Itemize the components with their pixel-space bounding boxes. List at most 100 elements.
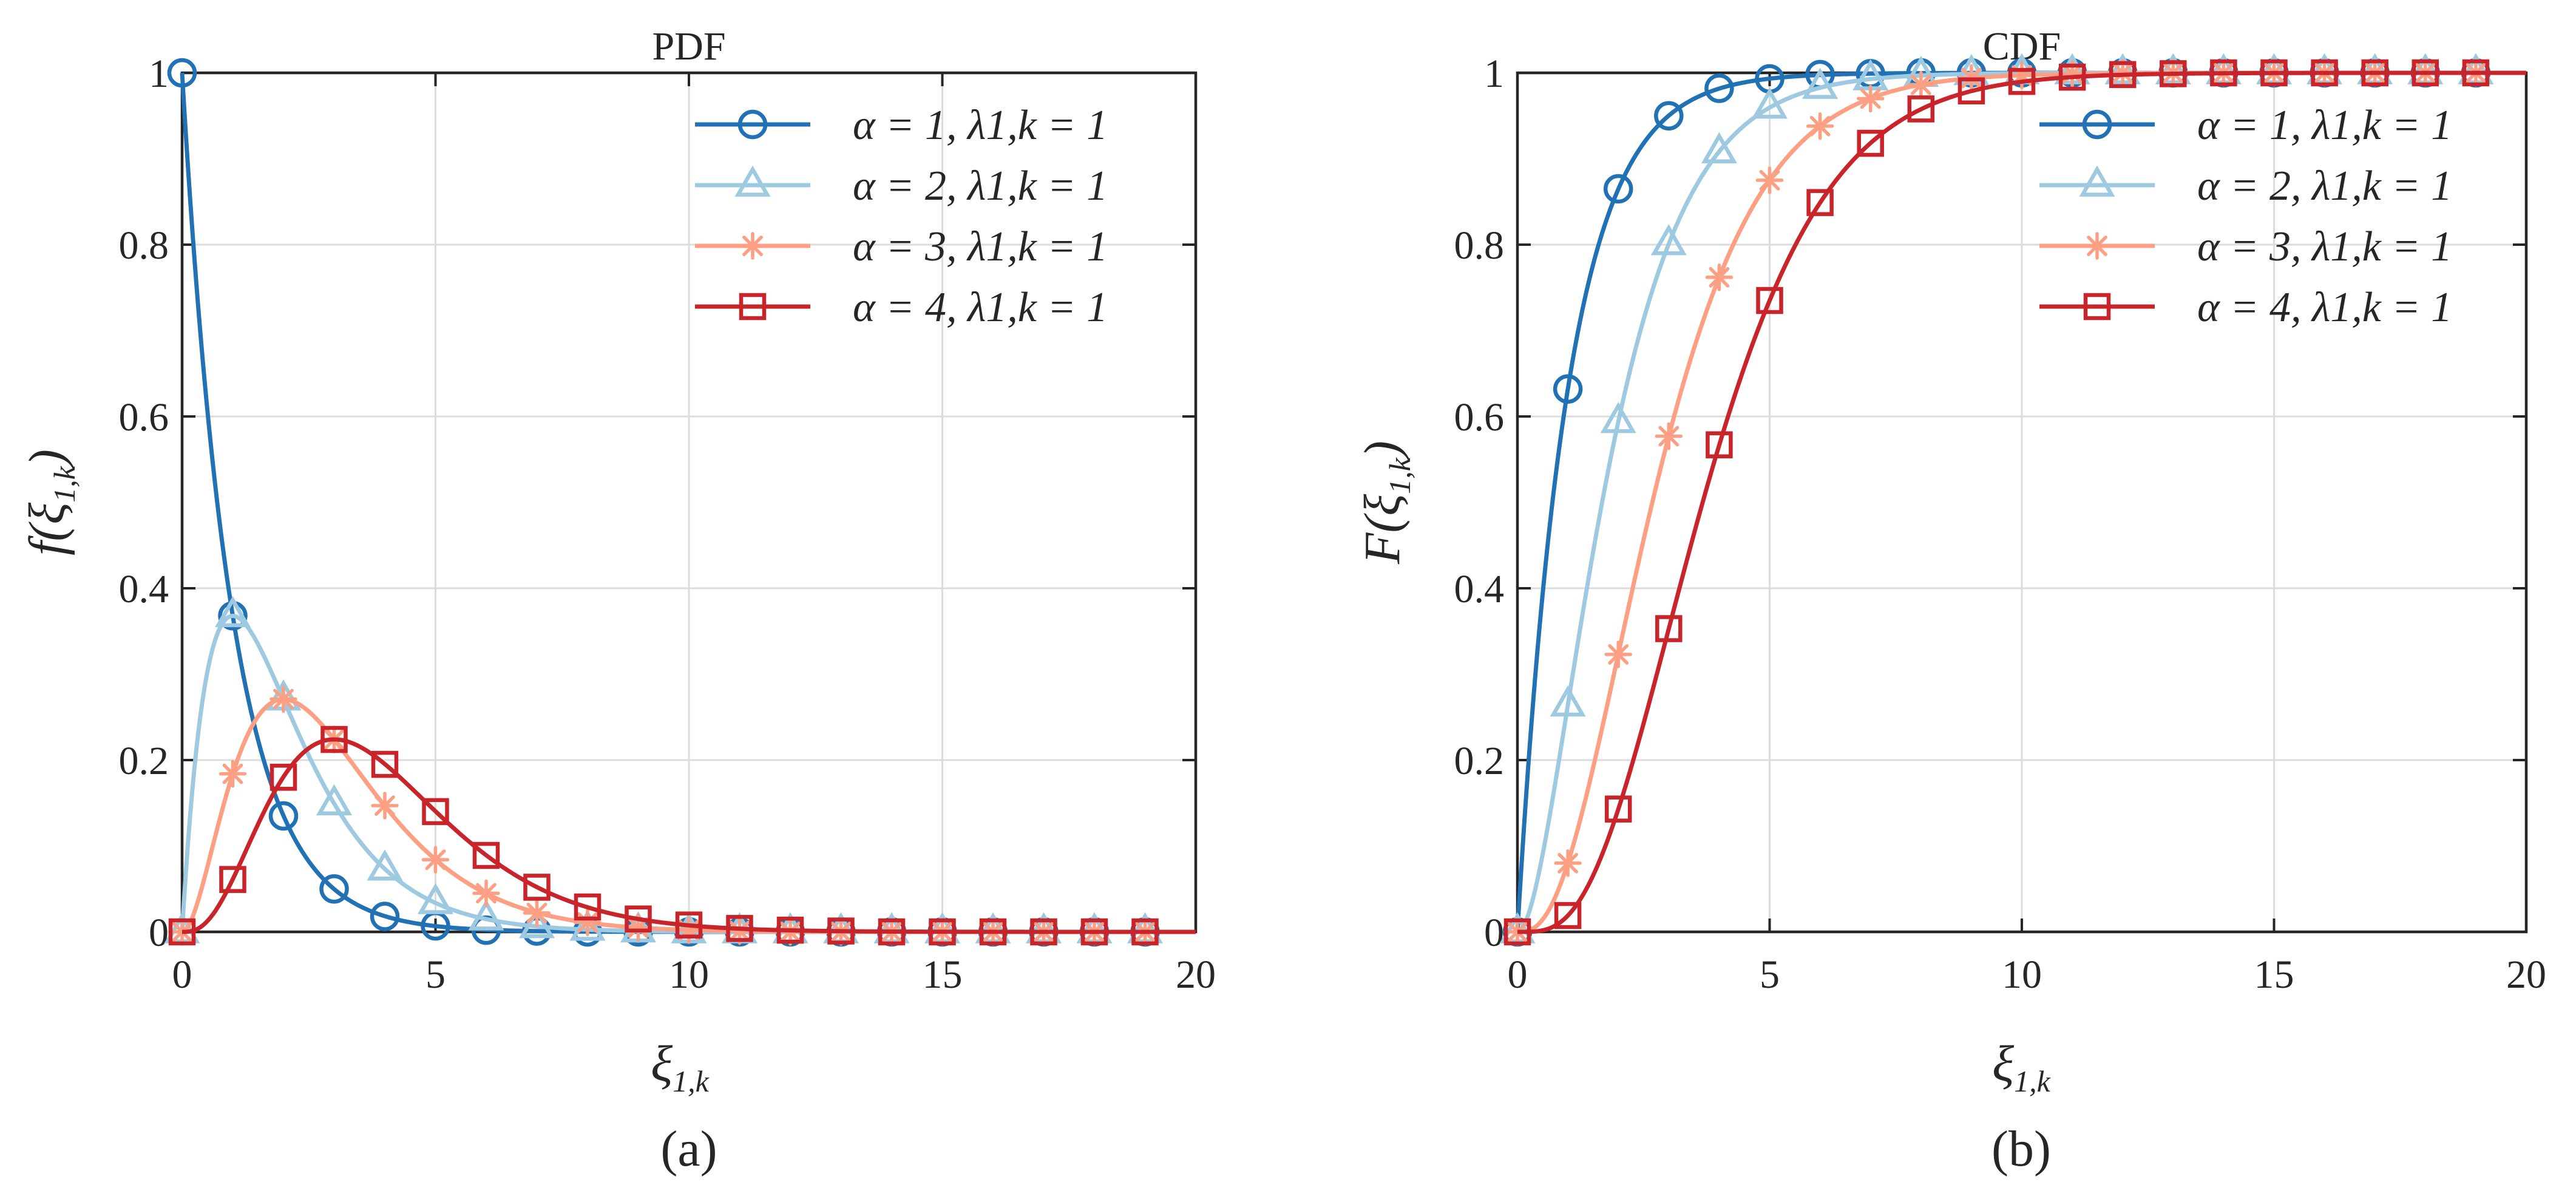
- data-point: [367, 849, 403, 881]
- data-point: [1857, 129, 1884, 157]
- data-point: [417, 883, 454, 914]
- legend-marker: [2082, 109, 2112, 140]
- y-tick-label: 0.2: [119, 739, 169, 783]
- y-tick-label: 0.8: [1454, 223, 1505, 268]
- series-line-alpha-4: [181, 737, 1196, 934]
- data-point: [1654, 101, 1684, 131]
- data-point: [219, 866, 246, 893]
- data-point: [518, 906, 555, 939]
- data-point: [1907, 95, 1935, 123]
- pdf-chart: 0 5 10 15 20 0 0.2 0.4 0.6 0.8 1 PDF ξ1,k f(ξ1,k) (a) α…: [19, 24, 1216, 1177]
- legend-item-alpha-3: α = 3, λ1,k = 1: [2039, 223, 2452, 270]
- legend-item-alpha-2: α = 2, λ1,k = 1: [695, 163, 1108, 209]
- x-tick-label: 5: [425, 953, 446, 997]
- chart-title: PDF: [652, 24, 725, 69]
- y-tick-label: 0: [1484, 911, 1504, 955]
- legend-marker: [739, 232, 767, 260]
- data-point: [827, 917, 855, 945]
- legend-item-alpha-2: α = 2, λ1,k = 1: [2039, 163, 2452, 209]
- data-point: [1080, 918, 1108, 946]
- data-point: [319, 874, 349, 904]
- data-point: [1554, 902, 1582, 929]
- legend-marker: [2083, 293, 2111, 321]
- data-point: [1550, 685, 1586, 717]
- data-point: [726, 915, 753, 942]
- data-point: [1701, 132, 1737, 164]
- y-tick-label: 0.4: [119, 567, 169, 611]
- data-point: [523, 874, 551, 901]
- data-point: [167, 58, 197, 88]
- y-tick-label: 0.8: [119, 223, 169, 268]
- legend-marker: [739, 293, 767, 321]
- data-point: [1650, 224, 1687, 256]
- data-point: [1802, 67, 1839, 99]
- figure-caption: (a): [660, 1121, 717, 1177]
- data-point: [2412, 59, 2439, 87]
- data-point: [569, 909, 606, 941]
- data-point: [421, 846, 450, 874]
- data-point: [1553, 374, 1583, 404]
- y-tick-label: 0.4: [1454, 567, 1505, 611]
- data-point: [316, 784, 353, 816]
- legend-label: α = 1, λ1,k = 1: [2197, 102, 2452, 149]
- data-point: [2109, 61, 2137, 89]
- data-point: [269, 764, 297, 791]
- data-point: [2058, 63, 2086, 91]
- y-tick-label: 0.6: [1454, 395, 1505, 440]
- x-tick-label: 0: [172, 953, 192, 997]
- legend-item-alpha-1: α = 1, λ1,k = 1: [695, 102, 1108, 149]
- legend: α = 1, λ1,k = 1 α = 2, λ1,k = 1 α = 3, λ1,…: [2039, 102, 2452, 331]
- data-point: [929, 918, 956, 946]
- data-point: [371, 750, 399, 778]
- legend-label: α = 4, λ1,k = 1: [2197, 284, 2452, 331]
- data-point: [1655, 615, 1683, 642]
- y-axis-label: f(ξ1,k): [19, 449, 81, 555]
- data-point: [1756, 287, 1783, 314]
- legend-item-alpha-3: α = 3, λ1,k = 1: [695, 223, 1108, 270]
- data-point: [2462, 59, 2490, 87]
- x-tick-label: 20: [2506, 953, 2546, 997]
- data-point: [1706, 431, 1733, 458]
- figure-caption: (b): [1991, 1121, 2051, 1177]
- data-point: [1806, 112, 1834, 140]
- data-point: [472, 841, 500, 869]
- data-point: [422, 798, 449, 826]
- x-axis-label: ξ1,k: [651, 1036, 709, 1098]
- data-point: [523, 899, 551, 927]
- data-point: [2160, 60, 2187, 87]
- legend-marker: [737, 109, 768, 140]
- data-point: [776, 916, 804, 944]
- data-point: [1604, 640, 1632, 668]
- data-point: [1751, 87, 1788, 119]
- data-point: [320, 725, 348, 753]
- x-axis-label: ξ1,k: [1992, 1036, 2050, 1098]
- legend-label: α = 2, λ1,k = 1: [853, 163, 1108, 209]
- data-point: [1755, 166, 1784, 194]
- data-point: [625, 905, 652, 933]
- data-point: [1604, 795, 1632, 823]
- data-point: [979, 918, 1007, 946]
- legend-label: α = 3, λ1,k = 1: [2197, 223, 2452, 270]
- data-point: [1503, 918, 1531, 946]
- x-tick-label: 0: [1508, 953, 1528, 997]
- data-point: [1554, 849, 1582, 877]
- data-point: [574, 893, 602, 921]
- data-point: [219, 759, 247, 788]
- data-point: [1030, 918, 1057, 946]
- y-tick-label: 0: [149, 911, 169, 955]
- data-point: [168, 918, 196, 946]
- y-tick-label: 1: [149, 52, 169, 96]
- data-point: [878, 918, 906, 946]
- legend-item-alpha-4: α = 4, λ1,k = 1: [2039, 284, 2452, 331]
- data-point: [214, 596, 251, 628]
- data-point: [2008, 67, 2036, 95]
- x-tick-label: 10: [669, 953, 709, 997]
- data-point: [1907, 71, 1935, 99]
- data-point: [2311, 59, 2338, 87]
- legend-label: α = 2, λ1,k = 1: [2197, 163, 2452, 209]
- cdf-chart: 0 5 10 15 2000.20.40.60.81CDFξ1,kF(ξ1,k)(b)α…: [1354, 24, 2546, 1177]
- data-point: [1600, 401, 1636, 433]
- legend-label: α = 4, λ1,k = 1: [853, 284, 1108, 331]
- legend-label: α = 1, λ1,k = 1: [853, 102, 1108, 149]
- x-tick-label: 10: [2002, 953, 2042, 997]
